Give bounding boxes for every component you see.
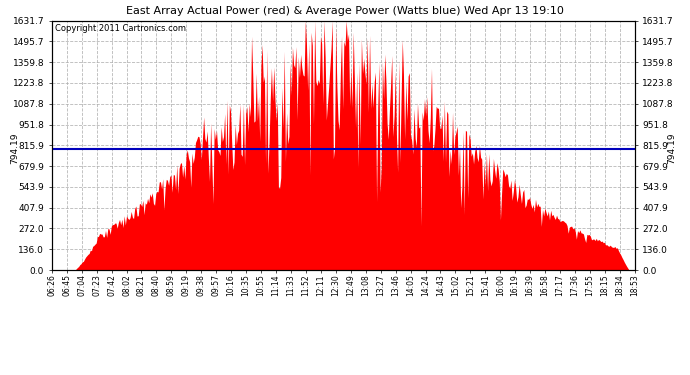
Text: Copyright 2011 Cartronics.com: Copyright 2011 Cartronics.com [55,24,186,33]
Text: East Array Actual Power (red) & Average Power (Watts blue) Wed Apr 13 19:10: East Array Actual Power (red) & Average … [126,6,564,16]
Text: 794.19: 794.19 [10,133,20,164]
Text: 794.19: 794.19 [667,133,676,164]
